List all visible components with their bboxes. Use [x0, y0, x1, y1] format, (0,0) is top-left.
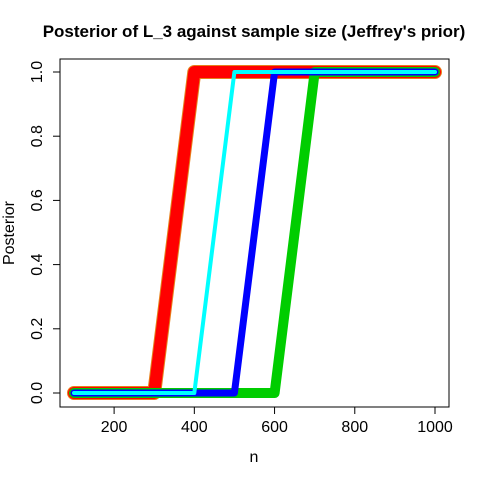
x-tick-label: 400 [181, 419, 208, 436]
y-tick-label: 0.8 [29, 125, 46, 147]
y-tick-label: 1.0 [29, 61, 46, 83]
x-axis: 200 400 600 800 1000 [101, 406, 453, 436]
y-tick-label: 0.0 [29, 382, 46, 404]
series-line-5 [72, 70, 437, 395]
y-axis: 0.0 0.2 0.4 0.6 0.8 1.0 [29, 61, 61, 404]
series-layer [67, 65, 442, 400]
y-tick-label: 0.2 [29, 318, 46, 340]
x-axis-label: n [250, 449, 259, 466]
y-tick-label: 0.6 [29, 189, 46, 211]
chart-title: Posterior of L_3 against sample size (Je… [43, 22, 466, 41]
series-line-4 [70, 68, 439, 397]
y-axis-label: Posterior [1, 200, 18, 265]
x-tick-label: 200 [101, 419, 128, 436]
x-tick-label: 800 [341, 419, 368, 436]
x-tick-label: 600 [261, 419, 288, 436]
x-tick-label: 1000 [417, 419, 453, 436]
y-tick-label: 0.4 [29, 253, 46, 275]
